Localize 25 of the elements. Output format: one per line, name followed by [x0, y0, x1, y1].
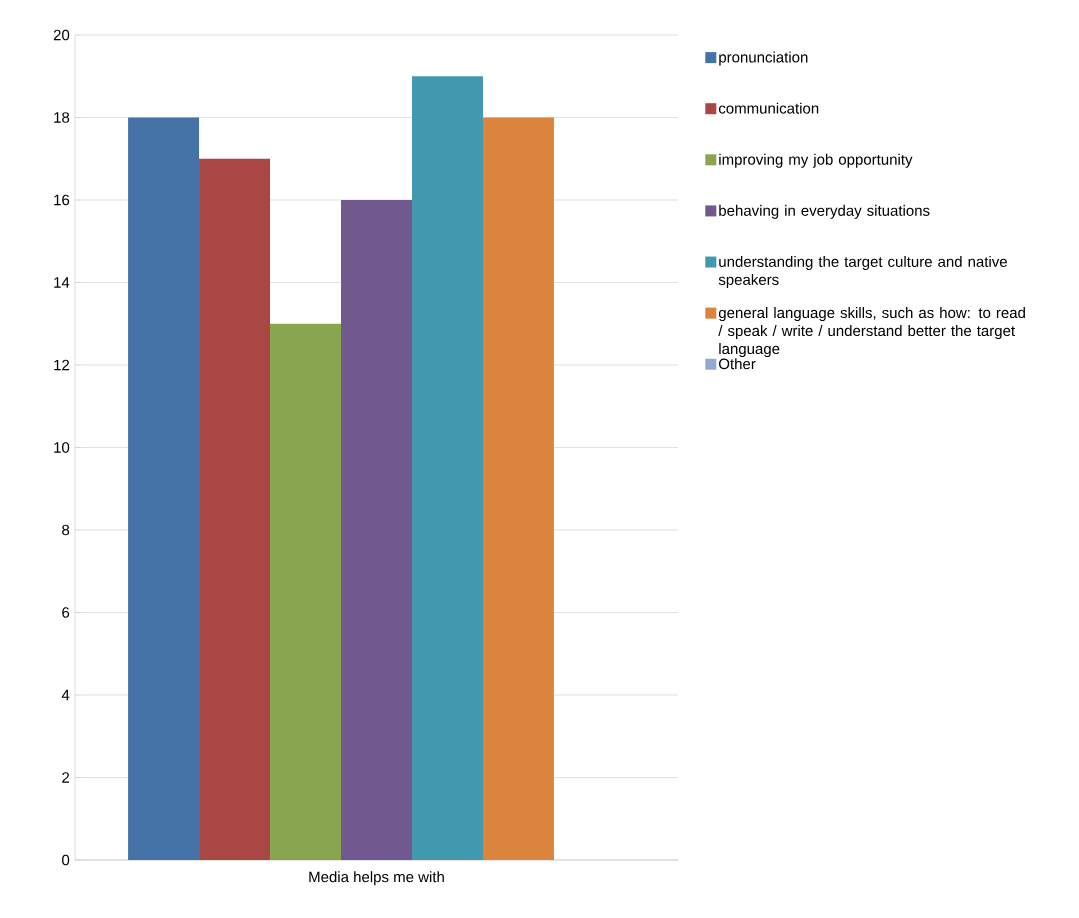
legend-label: communication [718, 102, 819, 114]
legend-label: understanding the target culture and native speakers [718, 255, 1007, 288]
y-tick-label: 2 [62, 772, 70, 783]
y-tick-label: 14 [54, 277, 70, 288]
bar [128, 117, 200, 860]
bar [199, 158, 271, 860]
y-tick-label: 8 [62, 524, 70, 536]
y-tick-label: 12 [54, 359, 70, 371]
y-tick-label: 16 [54, 194, 70, 206]
y-tick-label: 6 [62, 607, 70, 618]
bar [482, 117, 554, 860]
legend-label: Other [719, 358, 756, 370]
legend-label: general language skills, such as how: to read / speak / write / understand better the target language [718, 307, 1025, 358]
y-tick-label: 4 [61, 689, 70, 701]
legend-label: behaving in everyday situations [719, 204, 930, 219]
bar [411, 76, 483, 860]
legend-label: improving my job opportunity [719, 153, 913, 168]
y-tick-label: 18 [54, 112, 70, 123]
y-tick-label: 10 [54, 442, 70, 453]
bar [270, 323, 342, 860]
legend-label: pronunciation [719, 51, 808, 66]
y-tick-label: 20 [53, 29, 70, 41]
y-tick-label: 0 [62, 854, 70, 866]
bar [341, 199, 412, 860]
x-tick-label: Media helps me with [309, 871, 444, 886]
